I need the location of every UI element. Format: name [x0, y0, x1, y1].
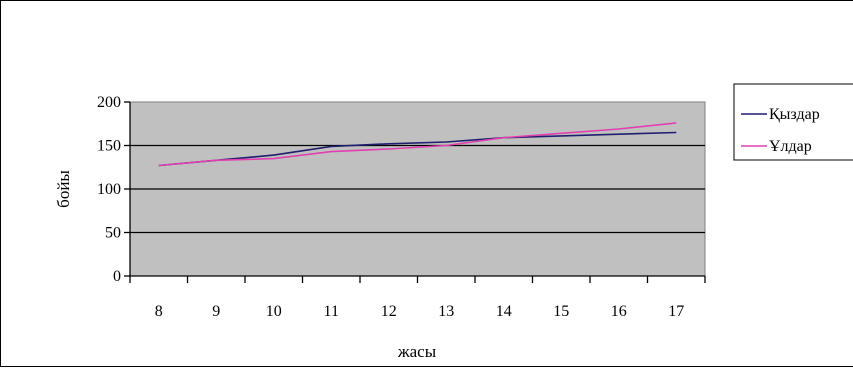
axes — [124, 101, 706, 283]
gridlines — [130, 144, 705, 234]
y-tick-label: 150 — [97, 138, 121, 155]
x-tick-label: 12 — [381, 303, 397, 320]
x-tick-label: 17 — [668, 303, 684, 320]
legend-label-2: Ұлдар — [769, 138, 812, 155]
x-tick-label: 10 — [266, 303, 282, 320]
y-tick-label: 100 — [97, 181, 121, 198]
y-tick-labels: 0 50 100 150 200 — [97, 94, 121, 285]
y-tick-label: 50 — [105, 225, 121, 242]
y-tick-label: 200 — [97, 94, 121, 111]
x-tick-label: 16 — [611, 303, 627, 320]
x-tick-label: 14 — [496, 303, 512, 320]
x-tick-label: 8 — [155, 303, 163, 320]
x-tick-label: 11 — [324, 303, 339, 320]
legend-box — [733, 83, 853, 161]
x-tick-labels: 8 9 10 11 12 13 14 15 16 17 — [155, 303, 685, 320]
series-lines — [158, 122, 677, 167]
legend: Қыздар Ұлдар — [733, 83, 853, 161]
series-line-2 — [158, 122, 677, 167]
y-axis-label: бойы — [54, 170, 73, 208]
y-tick-label: 0 — [113, 268, 121, 285]
series-line-1 — [158, 131, 677, 167]
x-axis-label: жасы — [397, 342, 437, 361]
x-tick-label: 15 — [553, 303, 569, 320]
legend-label-1: Қыздар — [769, 106, 820, 123]
x-tick-label: 13 — [438, 303, 454, 320]
x-tick-label: 9 — [212, 303, 220, 320]
